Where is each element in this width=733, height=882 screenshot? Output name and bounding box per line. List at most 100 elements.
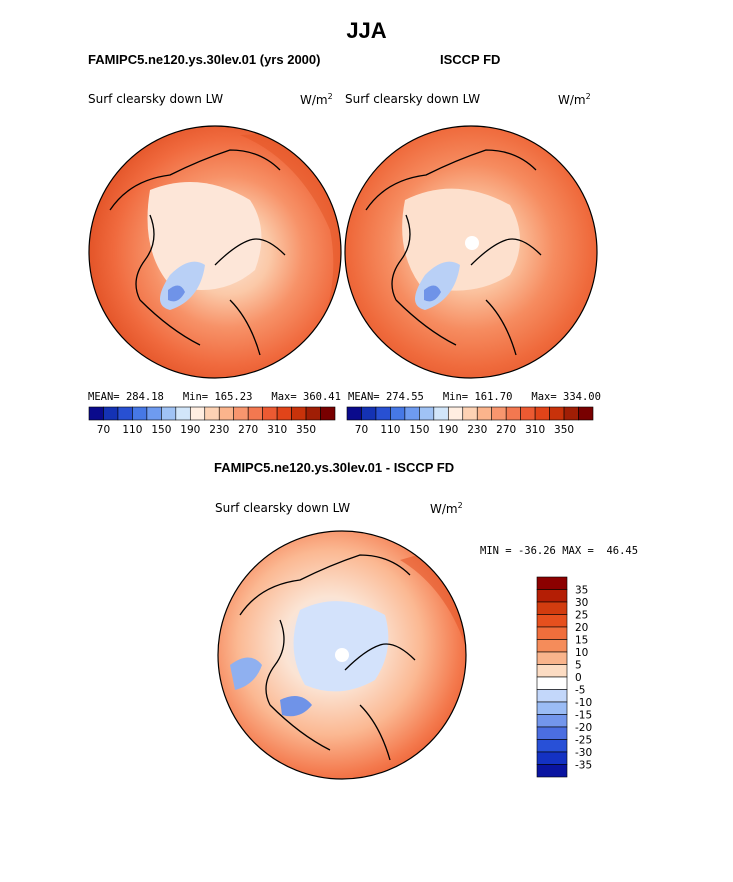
panel-diff-colorbar-label-14: -35 xyxy=(575,760,592,772)
panel-obs-colorbar: 70 110 150 190 230 270 310 350 xyxy=(346,406,594,436)
panel-diff-units: W/m2 xyxy=(430,501,463,516)
panel-model-header: FAMIPC5.ne120.ys.30lev.01 (yrs 2000) xyxy=(88,52,321,67)
panel-model-colorbar-box-14 xyxy=(291,406,307,421)
panel-obs-colorbar-box-2 xyxy=(375,406,391,421)
panel-model-stats: MEAN= 284.18 Min= 165.23 Max= 360.41 xyxy=(88,391,341,403)
panel-diff-colorbar-box-4 xyxy=(536,626,568,640)
panel-model-colorbar-box-15 xyxy=(305,406,321,421)
panel-diff-colorbar-label-9: -10 xyxy=(575,697,592,709)
panel-obs-colorbar-label-6: 310 xyxy=(525,424,545,436)
panel-model-colorbar-label-3: 190 xyxy=(180,424,200,436)
panel-diff-colorbar-label-4: 15 xyxy=(575,635,588,647)
panel-model-variable: Surf clearsky down LW xyxy=(88,92,224,106)
panel-obs-colorbar-box-11 xyxy=(505,406,521,421)
panel-diff-colorbar-label-6: 5 xyxy=(575,660,582,672)
panel-obs-colorbar-label-4: 230 xyxy=(467,424,487,436)
panel-obs-pole-gap xyxy=(465,236,479,250)
panel-obs-colorbar-box-5 xyxy=(419,406,435,421)
panel-obs-colorbar-box-9 xyxy=(476,406,493,421)
panel-diff-variable: Surf clearsky down LW xyxy=(215,501,351,515)
panel-obs-colorbar-label-0: 70 xyxy=(355,424,368,436)
panel-obs-colorbar-box-4 xyxy=(404,406,420,421)
panel-diff-colorbar-box-14 xyxy=(536,751,568,765)
panel-diff-negative-greenland xyxy=(280,696,312,717)
panel-diff-colorbar-box-11 xyxy=(536,714,568,728)
panel-diff-colorbar-box-2 xyxy=(536,601,568,615)
panel-model-colorbar-box-7 xyxy=(189,406,206,421)
panel-diff-colorbar-box-5 xyxy=(536,639,568,653)
panel-diff-colorbar-label-3: 20 xyxy=(575,622,588,634)
figure-title: JJA xyxy=(346,18,387,43)
panel-obs-colorbar-box-10 xyxy=(491,406,507,421)
panel-diff-colorbar-box-1 xyxy=(536,589,568,603)
panel-model-map xyxy=(88,125,342,379)
panel-obs-colorbar-label-7: 350 xyxy=(554,424,574,436)
panel-diff-colorbar-box-15 xyxy=(536,764,568,778)
panel-diff-colorbar-box-9 xyxy=(536,689,568,703)
panel-model-colorbar-box-9 xyxy=(218,406,235,421)
panel-obs-map xyxy=(344,125,598,379)
panel-model-colorbar-label-5: 270 xyxy=(238,424,258,436)
panel-obs-header: ISCCP FD xyxy=(440,52,501,67)
panel-obs-colorbar-box-3 xyxy=(390,406,406,421)
panel-obs-coastlines xyxy=(365,149,542,356)
panel-diff-colorbar-label-8: -5 xyxy=(575,685,585,697)
panel-diff-coastlines xyxy=(239,554,416,761)
panel-obs-colorbar-box-1 xyxy=(361,406,377,421)
panel-model-colorbar: 70 110 150 190 230 270 310 350 xyxy=(88,406,336,436)
panel-model-colorbar-label-4: 230 xyxy=(209,424,229,436)
panel-obs-colorbar-box-6 xyxy=(433,406,449,421)
panel-model-colorbar-box-10 xyxy=(233,406,249,421)
panel-model-colorbar-box-1 xyxy=(103,406,119,421)
panel-diff-colorbar-label-1: 30 xyxy=(575,597,588,609)
panel-diff-colorbar-label-12: -25 xyxy=(575,735,592,747)
panel-obs-colorbar-box-12 xyxy=(520,406,536,421)
panel-obs-colorbar-box-15 xyxy=(563,406,579,421)
panel-model-colorbar-label-7: 350 xyxy=(296,424,316,436)
panel-obs-colorbar-label-3: 190 xyxy=(438,424,458,436)
panel-diff-colorbar-box-6 xyxy=(536,651,568,665)
panel-model-colorbar-box-4 xyxy=(146,406,162,421)
panel-diff-colorbar-label-0: 35 xyxy=(575,585,588,597)
panel-diff-negative-west xyxy=(230,657,262,690)
panel-obs-colorbar-label-5: 270 xyxy=(496,424,516,436)
panel-diff-colorbar-label-7: 0 xyxy=(575,672,582,684)
panel-obs-colorbar-box-13 xyxy=(534,406,550,421)
panel-obs-colorbar-box-0 xyxy=(346,406,362,421)
panel-model-colorbar-box-8 xyxy=(204,406,220,421)
panel-model-colorbar-box-3 xyxy=(132,406,148,421)
panel-diff-colorbar-box-8 xyxy=(536,676,568,690)
panel-model-colorbar-label-6: 310 xyxy=(267,424,287,436)
panel-obs-variable: Surf clearsky down LW xyxy=(345,92,481,106)
panel-model-colorbar-box-12 xyxy=(262,406,278,421)
panel-model-colorbar-box-5 xyxy=(161,406,177,421)
panel-obs-stats: MEAN= 274.55 Min= 161.70 Max= 334.00 xyxy=(348,391,601,403)
panel-model-colorbar-box-13 xyxy=(276,406,292,421)
panel-obs-greenland-core xyxy=(424,285,441,302)
panel-model-colorbar-box-2 xyxy=(117,406,133,421)
panel-diff-colorbar-label-10: -15 xyxy=(575,710,592,722)
panel-model-arctic-region xyxy=(147,182,262,290)
panel-diff-colorbar-label-5: 10 xyxy=(575,647,588,659)
panel-model-map-border xyxy=(88,125,342,379)
panel-obs-colorbar-label-1: 110 xyxy=(380,424,400,436)
panel-obs-colorbar-label-2: 150 xyxy=(409,424,429,436)
panel-model-colorbar-box-11 xyxy=(247,406,263,421)
panel-model-colorbar-box-0 xyxy=(88,406,104,421)
panel-diff-colorbar-label-2: 25 xyxy=(575,610,588,622)
panel-obs-arctic-region xyxy=(402,188,520,291)
panel-obs-colorbar-box-14 xyxy=(549,406,565,421)
panel-obs-colorbar-box-7 xyxy=(447,406,464,421)
panel-diff-colorbar-box-13 xyxy=(536,739,568,753)
panel-obs-colorbar-box-8 xyxy=(462,406,478,421)
panel-diff-pole-gap xyxy=(335,648,349,662)
panel-model-colorbar-label-0: 70 xyxy=(97,424,110,436)
panel-model-colorbar-label-1: 110 xyxy=(122,424,142,436)
panel-diff-colorbar-box-3 xyxy=(536,614,568,628)
panel-diff-colorbar-box-7 xyxy=(536,664,568,678)
panel-model-colorbar-label-2: 150 xyxy=(151,424,171,436)
panel-diff-map-border xyxy=(217,530,467,780)
panel-diff-colorbar-label-11: -20 xyxy=(575,722,592,734)
